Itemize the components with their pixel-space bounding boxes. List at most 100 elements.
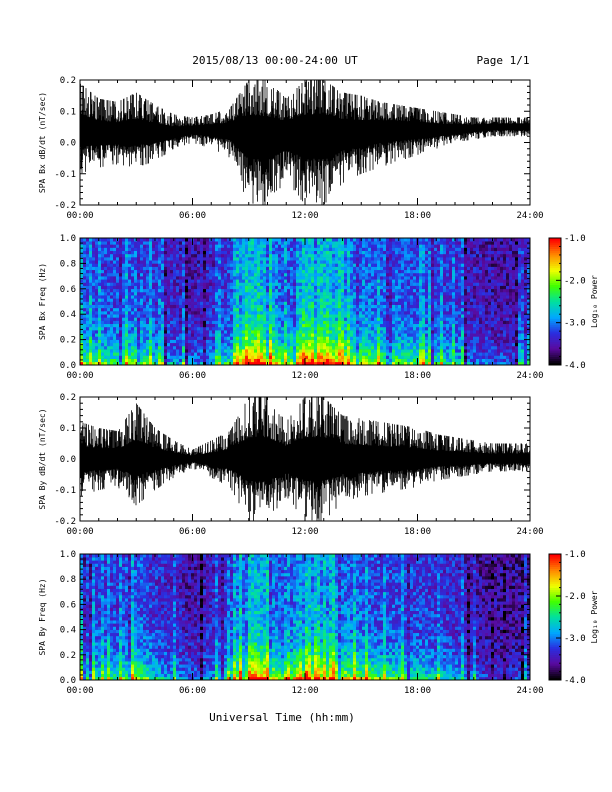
heatmap-cell <box>239 311 243 315</box>
heatmap-cell <box>428 345 432 350</box>
heatmap-cell <box>365 330 369 334</box>
heatmap-cell <box>161 326 165 331</box>
heatmap-cell <box>152 276 156 280</box>
heatmap-cell <box>122 241 126 245</box>
heatmap-cell <box>125 336 129 340</box>
heatmap-cell <box>419 295 423 299</box>
heatmap-cell <box>173 352 177 356</box>
heatmap-cell <box>251 345 255 350</box>
heatmap-cell <box>239 323 243 328</box>
heatmap-cell <box>404 326 408 331</box>
heatmap-cell <box>320 345 324 350</box>
heatmap-cell <box>218 250 222 255</box>
heatmap-cell <box>278 349 282 353</box>
heatmap-cell <box>128 269 132 274</box>
heatmap-cell <box>341 345 345 350</box>
heatmap-cell <box>224 241 228 245</box>
heatmap-cell <box>431 257 435 261</box>
heatmap-cell <box>242 330 246 334</box>
heatmap-cell <box>95 320 99 325</box>
heatmap-cell <box>203 279 207 283</box>
heatmap-cell <box>302 352 306 356</box>
heatmap-cell <box>176 326 180 331</box>
heatmap-cell <box>185 320 189 325</box>
heatmap-cell <box>338 307 342 312</box>
heatmap-cell <box>113 282 117 286</box>
heatmap-cell <box>362 263 366 267</box>
heatmap-cell <box>299 244 303 248</box>
heatmap-cell <box>155 279 159 283</box>
heatmap-cell <box>212 288 216 293</box>
heatmap-cell <box>326 298 330 302</box>
heatmap-cell <box>311 238 315 242</box>
heatmap-cell <box>212 355 216 359</box>
heatmap-cell <box>347 253 351 258</box>
heatmap-cell <box>149 355 153 359</box>
heatmap-cell <box>410 330 414 334</box>
heatmap-cell <box>236 361 240 366</box>
heatmap-cell <box>218 266 222 271</box>
heatmap-cell <box>122 317 126 321</box>
heatmap-cell <box>266 304 270 309</box>
heatmap-cell <box>413 349 417 353</box>
heatmap-cell <box>278 282 282 286</box>
heatmap-cell <box>401 288 405 293</box>
heatmap-cell <box>221 345 225 350</box>
heatmap-cell <box>389 323 393 328</box>
heatmap-cell <box>236 291 240 296</box>
heatmap-cell <box>293 358 297 363</box>
heatmap-cell <box>221 307 225 312</box>
heatmap-cell <box>260 272 264 277</box>
heatmap-cell <box>395 263 399 267</box>
heatmap-cell <box>305 250 309 255</box>
heatmap-cell <box>251 291 255 296</box>
heatmap-cell <box>314 311 318 315</box>
heatmap-cell <box>143 263 147 267</box>
heatmap-cell <box>323 311 327 315</box>
heatmap-cell <box>215 241 219 245</box>
heatmap-cell <box>293 279 297 283</box>
heatmap-cell <box>191 253 195 258</box>
heatmap-cell <box>419 304 423 309</box>
heatmap-cell <box>410 291 414 296</box>
heatmap-cell <box>320 276 324 280</box>
heatmap-cell <box>296 263 300 267</box>
heatmap-cell <box>170 253 174 258</box>
heatmap-cell <box>80 253 84 258</box>
heatmap-cell <box>80 247 84 251</box>
heatmap-cell <box>266 323 270 328</box>
heatmap-cell <box>371 345 375 350</box>
heatmap-cell <box>371 304 375 309</box>
heatmap-cell <box>380 238 384 242</box>
heatmap-cell <box>215 257 219 261</box>
heatmap-cell <box>155 301 159 305</box>
heatmap-cell <box>335 345 339 350</box>
heatmap-cell <box>170 317 174 321</box>
heatmap-cell <box>215 304 219 309</box>
heatmap-cell <box>299 349 303 353</box>
heatmap-cell <box>203 276 207 280</box>
heatmap-cell <box>341 307 345 312</box>
heatmap-cell <box>410 320 414 325</box>
heatmap-cell <box>443 257 447 261</box>
heatmap-cell <box>410 301 414 305</box>
heatmap-cell <box>215 361 219 366</box>
heatmap-cell <box>242 291 246 296</box>
heatmap-cell <box>398 285 402 290</box>
heatmap-cell <box>182 358 186 363</box>
heatmap-cell <box>317 298 321 302</box>
heatmap-cell <box>395 358 399 363</box>
heatmap-cell <box>383 291 387 296</box>
heatmap-cell <box>407 333 411 337</box>
heatmap-cell <box>230 253 234 258</box>
heatmap-cell <box>389 269 393 274</box>
heatmap-cell <box>353 361 357 366</box>
heatmap-cell <box>137 333 141 337</box>
heatmap-cell <box>101 247 105 251</box>
heatmap-cell <box>134 339 138 344</box>
heatmap-cell <box>122 266 126 271</box>
heatmap-cell <box>419 288 423 293</box>
heatmap-cell <box>182 285 186 290</box>
heatmap-cell <box>242 361 246 366</box>
heatmap-cell <box>128 345 132 350</box>
